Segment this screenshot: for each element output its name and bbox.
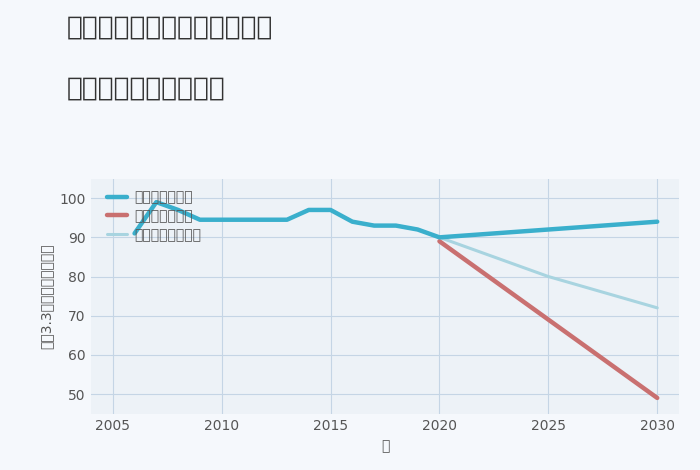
ノーマルシナリオ [196,217,204,223]
グッドシナリオ [348,219,356,225]
ノーマルシナリオ [239,217,248,223]
Legend: グッドシナリオ, バッドシナリオ, ノーマルシナリオ: グッドシナリオ, バッドシナリオ, ノーマルシナリオ [104,188,204,245]
ノーマルシナリオ [435,235,444,240]
グッドシナリオ [174,207,182,213]
Text: 中古戸建ての価格推移: 中古戸建ての価格推移 [66,75,225,101]
X-axis label: 年: 年 [381,439,389,453]
グッドシナリオ [435,235,444,240]
Line: ノーマルシナリオ: ノーマルシナリオ [134,202,657,308]
バッドシナリオ [435,238,444,244]
グッドシナリオ [544,227,552,232]
ノーマルシナリオ [348,219,356,225]
ノーマルシナリオ [261,217,270,223]
グッドシナリオ [370,223,378,228]
グッドシナリオ [152,199,160,205]
Text: 兵庫県姫路市飾磨区中野田の: 兵庫県姫路市飾磨区中野田の [66,14,273,40]
ノーマルシナリオ [326,207,335,213]
グッドシナリオ [414,227,422,232]
ノーマルシナリオ [370,223,378,228]
グッドシナリオ [283,217,291,223]
グッドシナリオ [653,219,662,225]
グッドシナリオ [326,207,335,213]
バッドシナリオ [653,395,662,401]
グッドシナリオ [218,217,226,223]
Line: グッドシナリオ: グッドシナリオ [134,202,657,237]
ノーマルシナリオ [152,199,160,205]
ノーマルシナリオ [544,274,552,279]
グッドシナリオ [261,217,270,223]
グッドシナリオ [130,231,139,236]
ノーマルシナリオ [218,217,226,223]
Line: バッドシナリオ: バッドシナリオ [440,241,657,398]
Y-axis label: 坪（3.3㎡）単価（万円）: 坪（3.3㎡）単価（万円） [39,243,53,349]
ノーマルシナリオ [653,305,662,311]
グッドシナリオ [392,223,400,228]
グッドシナリオ [239,217,248,223]
ノーマルシナリオ [174,207,182,213]
ノーマルシナリオ [283,217,291,223]
ノーマルシナリオ [414,227,422,232]
グッドシナリオ [304,207,313,213]
ノーマルシナリオ [392,223,400,228]
ノーマルシナリオ [304,207,313,213]
グッドシナリオ [196,217,204,223]
ノーマルシナリオ [130,231,139,236]
